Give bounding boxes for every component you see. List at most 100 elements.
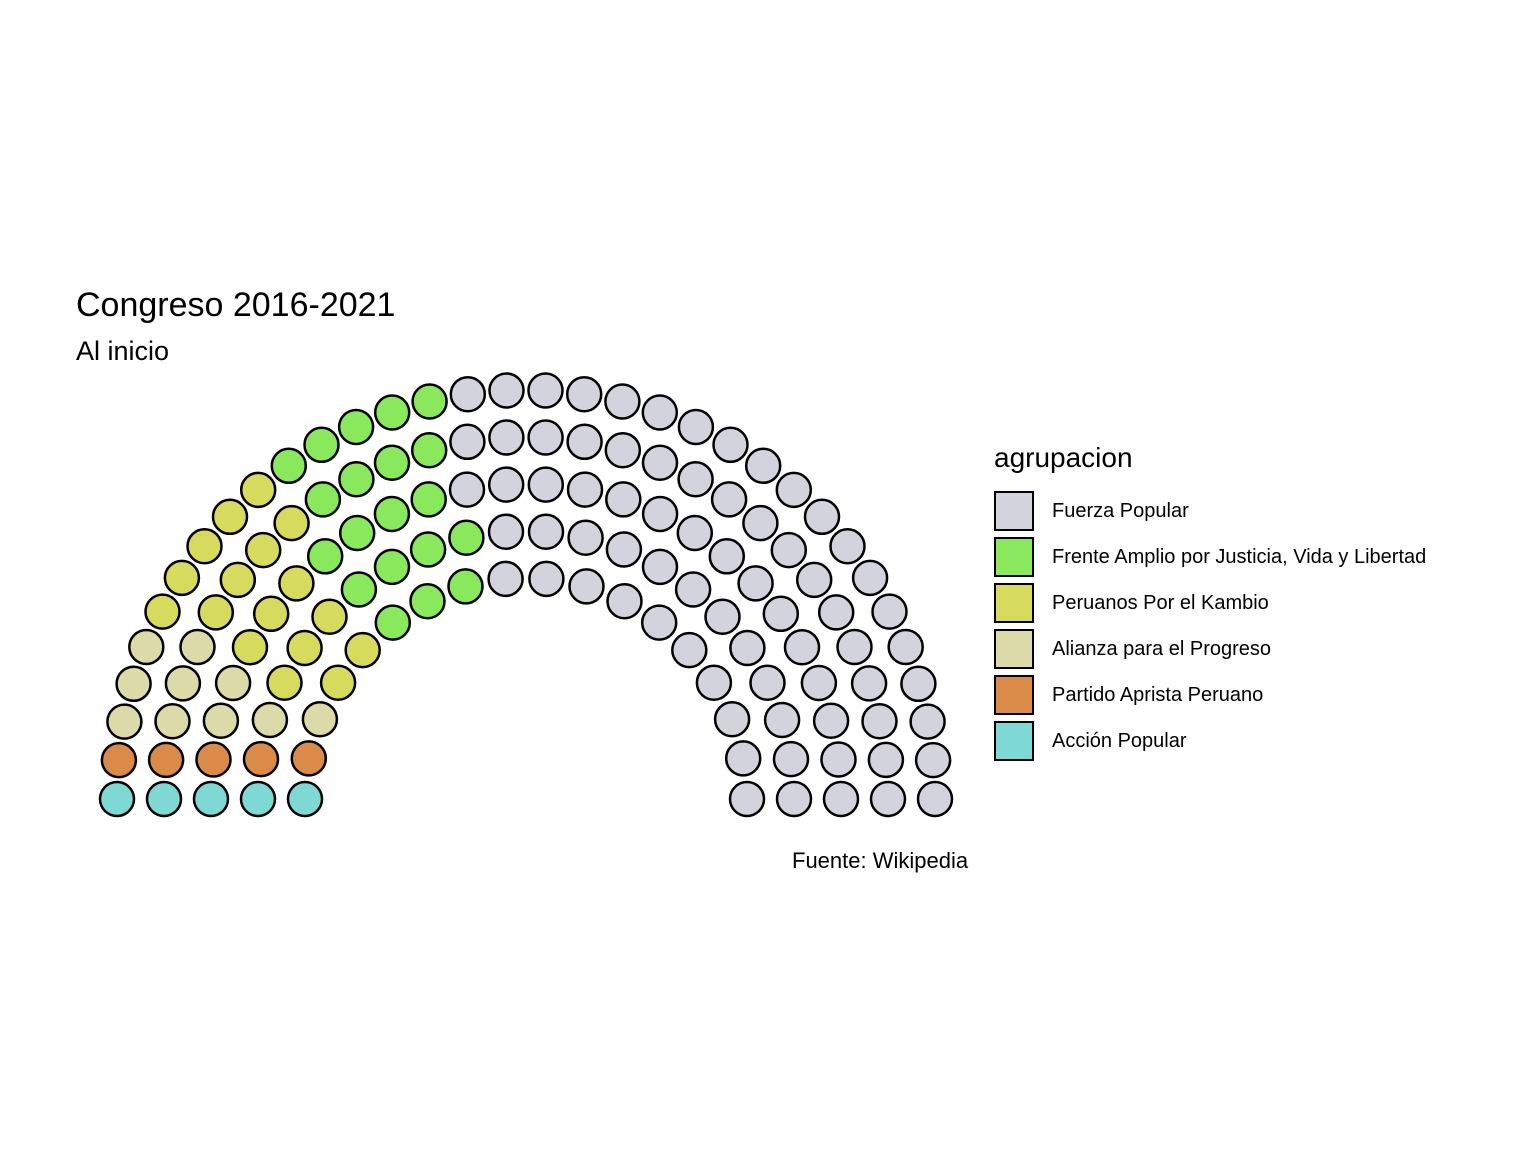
seat <box>488 372 525 409</box>
seat <box>338 514 376 552</box>
seat <box>286 629 323 667</box>
seat <box>100 741 138 779</box>
seat <box>409 531 447 568</box>
seat <box>712 426 749 464</box>
seat <box>528 560 565 598</box>
legend-label: Peruanos Por el Kambio <box>1052 591 1269 614</box>
seat <box>676 514 714 552</box>
seat <box>211 498 249 536</box>
legend-key <box>994 537 1034 577</box>
seat <box>566 471 604 508</box>
seat <box>527 466 565 503</box>
legend-items: Fuerza Popular Frente Amplio por Justicia… <box>994 488 1426 764</box>
seat <box>231 628 269 666</box>
seat <box>410 481 447 518</box>
seat <box>270 447 308 485</box>
seat <box>266 664 303 701</box>
seat <box>704 598 741 635</box>
seat <box>186 527 223 565</box>
seat <box>708 538 746 575</box>
seat <box>214 664 252 702</box>
seat <box>775 780 813 818</box>
legend-key <box>994 583 1034 623</box>
seat <box>671 631 708 669</box>
seat <box>409 582 446 620</box>
seat <box>527 372 564 409</box>
seat <box>744 447 782 485</box>
legend-item: Partido Aprista Peruano <box>994 672 1426 718</box>
seat <box>301 700 339 738</box>
seat <box>850 665 888 702</box>
seat <box>566 423 603 461</box>
seat <box>164 665 202 702</box>
seat <box>106 703 143 740</box>
seat <box>728 780 766 818</box>
seat <box>449 423 486 461</box>
seat <box>820 741 857 778</box>
seat <box>803 498 841 536</box>
seat <box>641 444 679 481</box>
legend-item: Fuerza Popular <box>994 488 1426 534</box>
seat <box>800 664 838 702</box>
seat <box>775 471 813 509</box>
seat <box>772 740 810 778</box>
seat <box>710 481 748 518</box>
seat <box>373 548 411 586</box>
seat <box>867 741 905 779</box>
legend-key <box>994 721 1034 761</box>
legend-title: agrupacion <box>994 442 1133 473</box>
seat <box>887 628 924 666</box>
seat <box>195 741 232 778</box>
seat <box>239 471 277 509</box>
seat <box>340 571 378 608</box>
seat <box>568 568 605 605</box>
legend-item: Alianza para el Progreso <box>994 626 1426 672</box>
legend-item: Peruanos Por el Kambio <box>994 580 1426 626</box>
legend-key <box>994 629 1034 669</box>
seat <box>713 700 751 738</box>
legend-label: Fuerza Popular <box>1052 499 1189 522</box>
seat <box>251 701 289 739</box>
seat <box>306 538 344 575</box>
legend-item: Frente Amplio por Justicia, Vida y Liber… <box>994 534 1426 580</box>
seat <box>147 741 185 779</box>
seat <box>373 444 411 481</box>
seat <box>606 582 643 620</box>
seat <box>304 481 342 518</box>
seat <box>286 780 324 818</box>
seat <box>724 740 762 777</box>
seat <box>487 560 524 598</box>
seat <box>244 531 282 569</box>
seat <box>812 702 850 739</box>
seat <box>762 595 800 633</box>
seat <box>197 594 235 631</box>
legend-key <box>994 675 1034 715</box>
chart-caption: Fuente: Wikipedia <box>792 848 969 873</box>
seat <box>604 383 641 420</box>
seat <box>344 631 381 669</box>
seat <box>239 780 277 818</box>
seat <box>303 426 340 464</box>
seat <box>829 527 866 565</box>
seat <box>219 561 257 599</box>
seat <box>749 664 786 701</box>
seat <box>817 594 855 631</box>
parliament-chart <box>98 372 954 818</box>
seat <box>448 471 486 508</box>
seat <box>674 571 712 608</box>
seat <box>641 548 679 586</box>
seat <box>144 593 181 630</box>
seat <box>98 780 136 818</box>
seat <box>795 561 833 599</box>
seat <box>909 703 946 740</box>
seat <box>273 504 310 542</box>
seat <box>851 559 889 597</box>
seat <box>487 466 525 503</box>
seat <box>192 780 230 818</box>
seat <box>729 629 766 667</box>
legend-key <box>994 491 1034 531</box>
seat <box>410 431 448 469</box>
seat <box>677 460 714 498</box>
seat <box>822 780 860 818</box>
seat <box>567 519 604 556</box>
